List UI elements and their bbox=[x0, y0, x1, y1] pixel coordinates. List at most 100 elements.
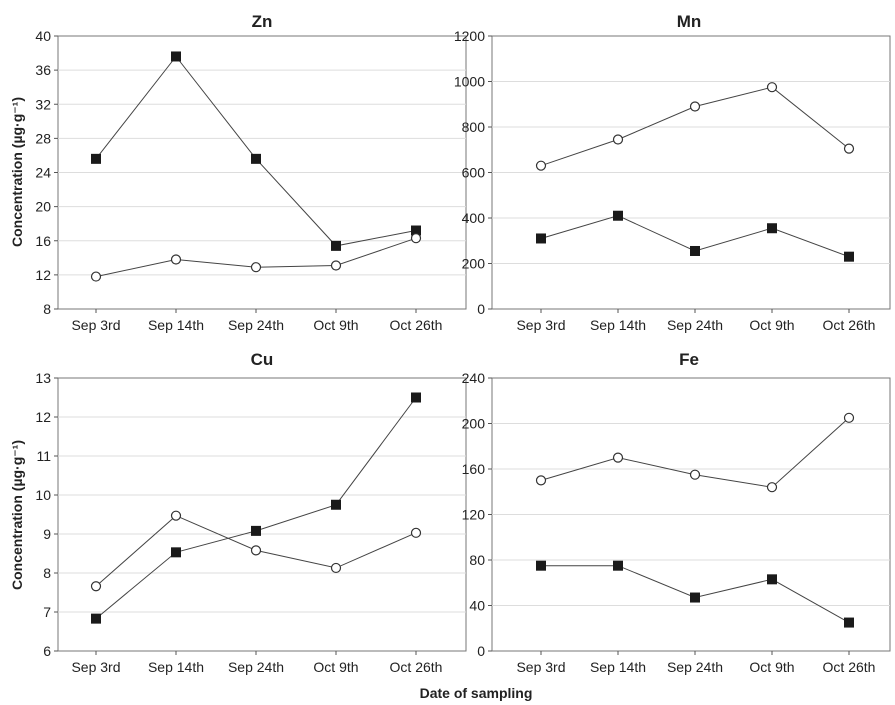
data-point-circle bbox=[689, 101, 701, 112]
y-tick-label: 9 bbox=[43, 526, 51, 542]
y-tick-label: 8 bbox=[43, 565, 51, 581]
data-point-circle bbox=[170, 510, 182, 521]
y-tick-label: 36 bbox=[35, 62, 51, 78]
data-point-square bbox=[690, 245, 700, 256]
y-tick-label: 200 bbox=[462, 256, 486, 272]
data-point-circle bbox=[250, 262, 262, 273]
data-point-square bbox=[536, 560, 546, 571]
data-point-square bbox=[767, 574, 777, 585]
x-tick-label: Oct 9th bbox=[749, 317, 794, 333]
panel-mn: Mn 0 200 400 600 800 1000 1200 Sep 3rd Sep 14th… bbox=[454, 12, 891, 333]
x-ticks: Sep 3rd Sep 14th Sep 24th Oct 9th Oct 26th bbox=[71, 651, 442, 675]
data-point-square bbox=[251, 153, 261, 164]
data-point-square bbox=[171, 51, 181, 62]
grid-layer bbox=[58, 69, 466, 276]
y-tick-label: 6 bbox=[43, 643, 51, 659]
y-axis-label-top: Concentration (µg·g⁻¹) bbox=[9, 97, 25, 247]
x-tick-label: Sep 24th bbox=[667, 659, 723, 675]
data-point-circle bbox=[90, 581, 102, 592]
data-point-square bbox=[844, 251, 854, 262]
data-point-square bbox=[91, 153, 101, 164]
data-point-circle bbox=[535, 475, 547, 486]
series-line bbox=[95, 397, 417, 619]
x-tick-label: Oct 9th bbox=[313, 659, 358, 675]
x-tick-label: Oct 9th bbox=[313, 317, 358, 333]
y-tick-label: 28 bbox=[35, 130, 51, 146]
y-tick-label: 8 bbox=[43, 301, 51, 317]
data-point-circle bbox=[843, 143, 855, 154]
data-point-square bbox=[536, 233, 546, 244]
y-tick-label: 120 bbox=[462, 507, 486, 523]
y-ticks: 6 7 8 9 10 11 12 13 bbox=[35, 370, 58, 659]
y-tick-label: 10 bbox=[35, 487, 51, 503]
series-line bbox=[95, 55, 417, 247]
data-point-square bbox=[767, 223, 777, 234]
y-tick-label: 13 bbox=[35, 370, 51, 386]
x-ticks: Sep 3rd Sep 14th Sep 24th Oct 9th Oct 26th bbox=[516, 309, 875, 333]
data-point-square bbox=[411, 392, 421, 403]
grid-layer bbox=[58, 416, 466, 613]
y-tick-label: 7 bbox=[43, 604, 51, 620]
panel-title: Fe bbox=[679, 350, 699, 369]
series-layer bbox=[535, 82, 855, 262]
panel-cu: Cu 6 7 8 9 10 11 12 13 Sep 3rd Sep 14th Sep 24th O… bbox=[35, 350, 467, 675]
panel-title: Zn bbox=[252, 12, 273, 31]
y-tick-label: 12 bbox=[35, 267, 51, 283]
series-layer bbox=[90, 51, 422, 282]
y-ticks: 0 200 400 600 800 1000 1200 bbox=[454, 28, 492, 317]
y-tick-label: 0 bbox=[477, 643, 485, 659]
x-tick-label: Sep 24th bbox=[228, 659, 284, 675]
x-tick-label: Oct 9th bbox=[749, 659, 794, 675]
data-point-circle bbox=[410, 527, 422, 538]
y-tick-label: 40 bbox=[469, 598, 485, 614]
x-tick-label: Sep 24th bbox=[228, 317, 284, 333]
x-ticks: Sep 3rd Sep 14th Sep 24th Oct 9th Oct 26th bbox=[71, 309, 442, 333]
y-tick-label: 600 bbox=[462, 165, 486, 181]
y-tick-label: 0 bbox=[477, 301, 485, 317]
data-point-circle bbox=[535, 160, 547, 171]
data-point-square bbox=[331, 240, 341, 251]
data-point-circle bbox=[766, 482, 778, 493]
x-tick-label: Sep 3rd bbox=[516, 317, 565, 333]
y-tick-label: 1200 bbox=[454, 28, 485, 44]
data-point-square bbox=[91, 613, 101, 624]
y-tick-label: 400 bbox=[462, 210, 486, 226]
grid-layer bbox=[492, 81, 890, 264]
data-point-circle bbox=[843, 412, 855, 423]
x-tick-label: Sep 24th bbox=[667, 317, 723, 333]
y-tick-label: 11 bbox=[36, 448, 51, 464]
data-point-circle bbox=[330, 260, 342, 271]
x-tick-label: Sep 3rd bbox=[71, 659, 120, 675]
y-tick-label: 32 bbox=[35, 96, 51, 112]
x-tick-label: Oct 26th bbox=[823, 659, 876, 675]
data-point-circle bbox=[330, 562, 342, 574]
x-tick-label: Sep 3rd bbox=[71, 317, 120, 333]
y-tick-label: 240 bbox=[462, 370, 486, 386]
data-point-square bbox=[171, 547, 181, 558]
x-tick-label: Sep 14th bbox=[148, 659, 204, 675]
grid-layer bbox=[492, 423, 890, 606]
y-axis-label-bottom: Concentration (µg·g⁻¹) bbox=[9, 440, 25, 590]
data-point-circle bbox=[90, 271, 102, 282]
data-point-circle bbox=[612, 452, 624, 463]
y-tick-label: 1000 bbox=[454, 74, 485, 90]
data-point-square bbox=[251, 525, 261, 536]
x-tick-label: Sep 3rd bbox=[516, 659, 565, 675]
y-tick-label: 16 bbox=[35, 233, 51, 249]
data-point-square bbox=[331, 499, 341, 510]
series-layer bbox=[90, 392, 422, 624]
y-tick-label: 200 bbox=[462, 416, 486, 432]
x-ticks: Sep 3rd Sep 14th Sep 24th Oct 9th Oct 26th bbox=[516, 651, 875, 675]
y-ticks: 0 40 80 120 160 200 240 bbox=[462, 370, 492, 659]
x-tick-label: Oct 26th bbox=[823, 317, 876, 333]
data-point-circle bbox=[766, 82, 778, 93]
y-ticks: 8 12 16 20 24 28 32 36 40 bbox=[35, 28, 58, 317]
data-point-circle bbox=[250, 545, 262, 556]
y-tick-label: 20 bbox=[35, 199, 51, 215]
y-tick-label: 80 bbox=[469, 552, 485, 568]
panel-title: Mn bbox=[677, 12, 702, 31]
x-tick-label: Sep 14th bbox=[148, 317, 204, 333]
y-tick-label: 800 bbox=[462, 119, 486, 135]
data-point-circle bbox=[170, 254, 182, 265]
